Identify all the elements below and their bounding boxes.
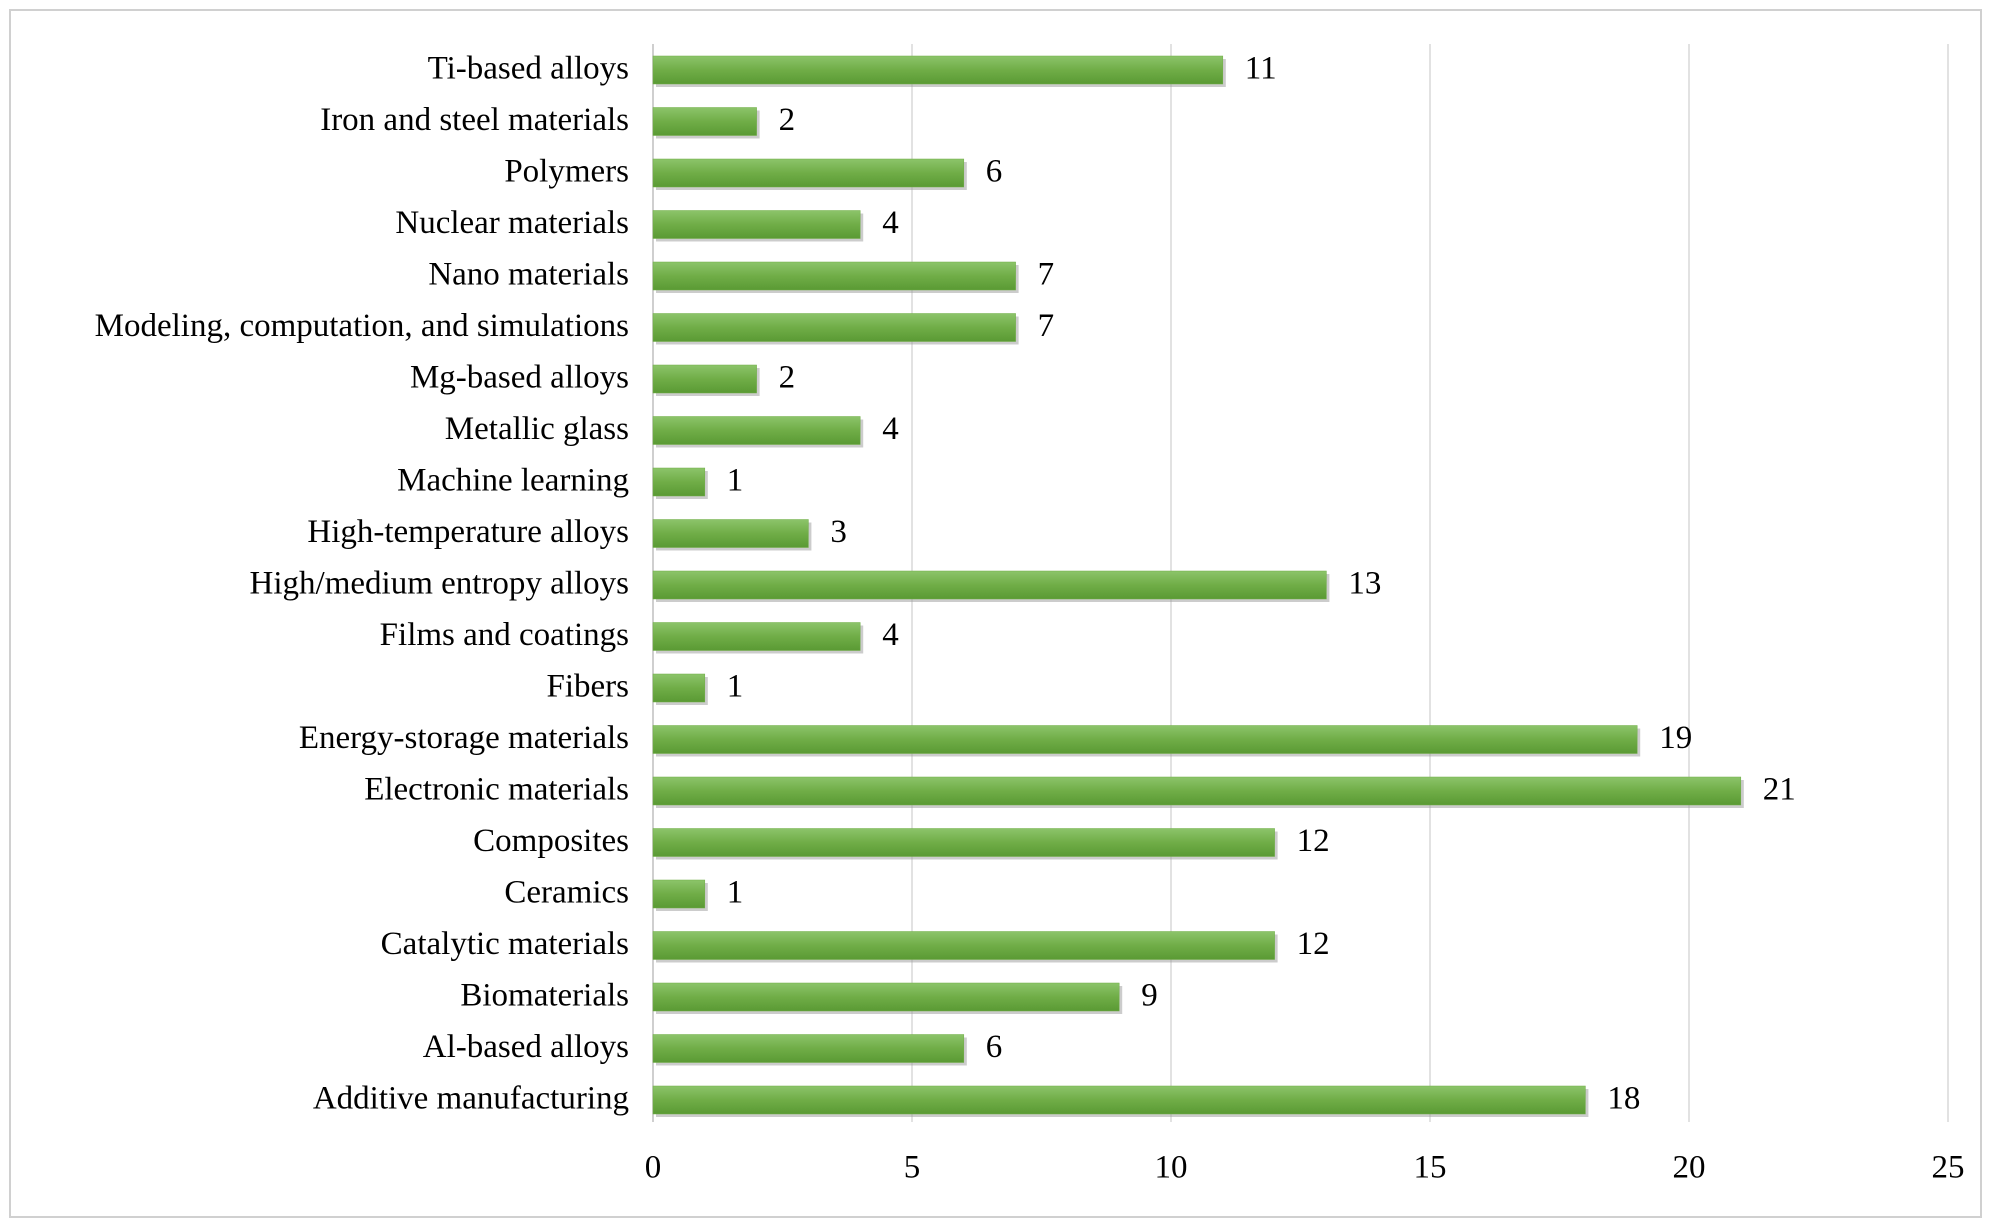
y-tick-label: Composites: [473, 823, 629, 859]
bar: [652, 622, 861, 651]
y-tick-label: High-temperature alloys: [307, 514, 629, 550]
value-label: 7: [1038, 308, 1055, 344]
value-label: 19: [1659, 720, 1692, 756]
bar: [652, 828, 1275, 857]
bar: [652, 313, 1016, 342]
value-label: 21: [1763, 772, 1796, 808]
bar: [652, 982, 1120, 1012]
y-tick-label: Nuclear materials: [395, 205, 629, 241]
y-tick-label: Catalytic materials: [381, 926, 629, 962]
value-label: 6: [986, 154, 1003, 190]
y-tick-label: Electronic materials: [364, 772, 629, 808]
value-label: 4: [882, 205, 899, 241]
x-tick-label: 15: [1414, 1150, 1447, 1186]
value-label: 6: [986, 1029, 1003, 1065]
value-label: 11: [1245, 51, 1277, 87]
value-label: 3: [830, 514, 847, 550]
bar: [652, 725, 1638, 754]
y-tick-label: Mg-based alloys: [410, 360, 629, 396]
y-tick-label: Ti-based alloys: [428, 51, 629, 87]
value-label: 1: [727, 463, 744, 499]
bar: [652, 55, 1224, 85]
value-label: 4: [882, 411, 899, 447]
y-tick-label: Metallic glass: [445, 411, 629, 447]
value-label: 13: [1348, 566, 1381, 602]
bar: [652, 879, 706, 909]
x-tick-label: 5: [904, 1150, 921, 1186]
value-label: 9: [1141, 978, 1158, 1014]
bar: [652, 107, 757, 136]
y-tick-label: High/medium entropy alloys: [250, 566, 629, 602]
value-label: 12: [1297, 823, 1330, 859]
bar: [652, 673, 706, 703]
bar: [652, 158, 965, 188]
y-tick-label: Iron and steel materials: [320, 102, 629, 138]
y-tick-label: Al-based alloys: [423, 1029, 629, 1065]
bar: [652, 1034, 965, 1063]
value-label: 7: [1038, 257, 1055, 293]
value-label: 1: [727, 875, 744, 911]
value-label: 2: [779, 102, 796, 138]
bar: [652, 1085, 1586, 1115]
value-label: 12: [1297, 926, 1330, 962]
value-label: 1: [727, 669, 744, 705]
bar: [652, 776, 1742, 806]
y-tick-label: Additive manufacturing: [313, 1081, 629, 1117]
y-tick-label: Energy-storage materials: [299, 720, 629, 756]
x-tick-label: 10: [1155, 1150, 1188, 1186]
value-label: 2: [779, 360, 796, 396]
x-tick-label: 0: [645, 1150, 662, 1186]
y-tick-label: Films and coatings: [380, 617, 629, 653]
bar: [652, 931, 1275, 960]
value-label: 4: [882, 617, 899, 653]
bar: [652, 570, 1327, 600]
bar: [652, 416, 861, 445]
value-label: 18: [1607, 1081, 1640, 1117]
y-tick-label: Fibers: [547, 669, 630, 705]
chart-border: [9, 9, 1982, 1218]
x-tick-label: 20: [1673, 1150, 1706, 1186]
y-tick-label: Biomaterials: [460, 978, 629, 1014]
bar: [652, 261, 1016, 291]
x-tick-label: 25: [1932, 1150, 1965, 1186]
y-tick-label: Modeling, computation, and simulations: [95, 308, 629, 344]
y-tick-label: Nano materials: [428, 257, 629, 293]
bar: [652, 210, 861, 239]
y-tick-label: Polymers: [504, 154, 629, 190]
y-tick-label: Machine learning: [397, 463, 629, 499]
bar: [652, 364, 757, 394]
bar: [652, 519, 809, 548]
y-tick-label: Ceramics: [504, 875, 629, 911]
bar: [652, 467, 706, 497]
